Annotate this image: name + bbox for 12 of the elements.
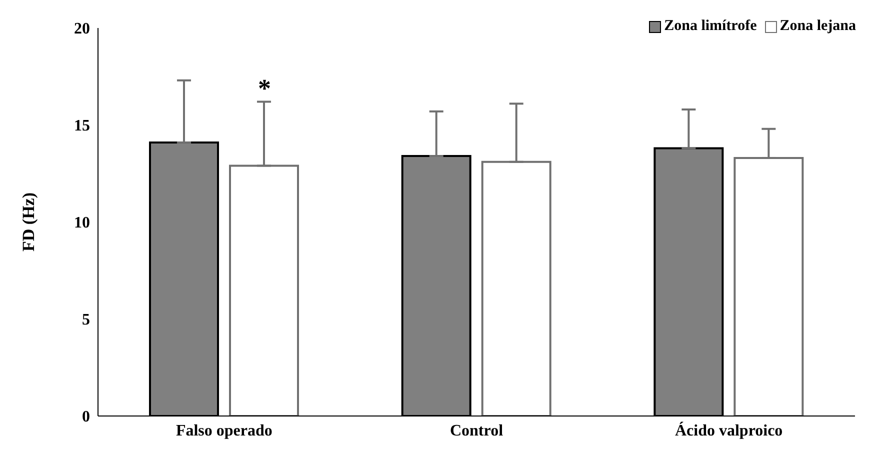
x-tick-label: Control <box>450 422 504 440</box>
annotation: * <box>258 74 271 103</box>
y-tick-label: 20 <box>74 20 90 38</box>
y-tick-label: 0 <box>82 408 90 426</box>
legend-label: Zona limítrofe <box>664 18 757 35</box>
legend-label: Zona lejana <box>780 18 856 35</box>
x-tick-label: Ácido valproico <box>674 421 783 440</box>
y-tick-label: 5 <box>82 312 90 329</box>
y-axis-title: FD (Hz) <box>19 192 38 252</box>
x-tick-label: Falso operado <box>176 422 272 440</box>
y-tick-label: 15 <box>74 118 90 135</box>
y-tick-label: 10 <box>74 214 90 232</box>
